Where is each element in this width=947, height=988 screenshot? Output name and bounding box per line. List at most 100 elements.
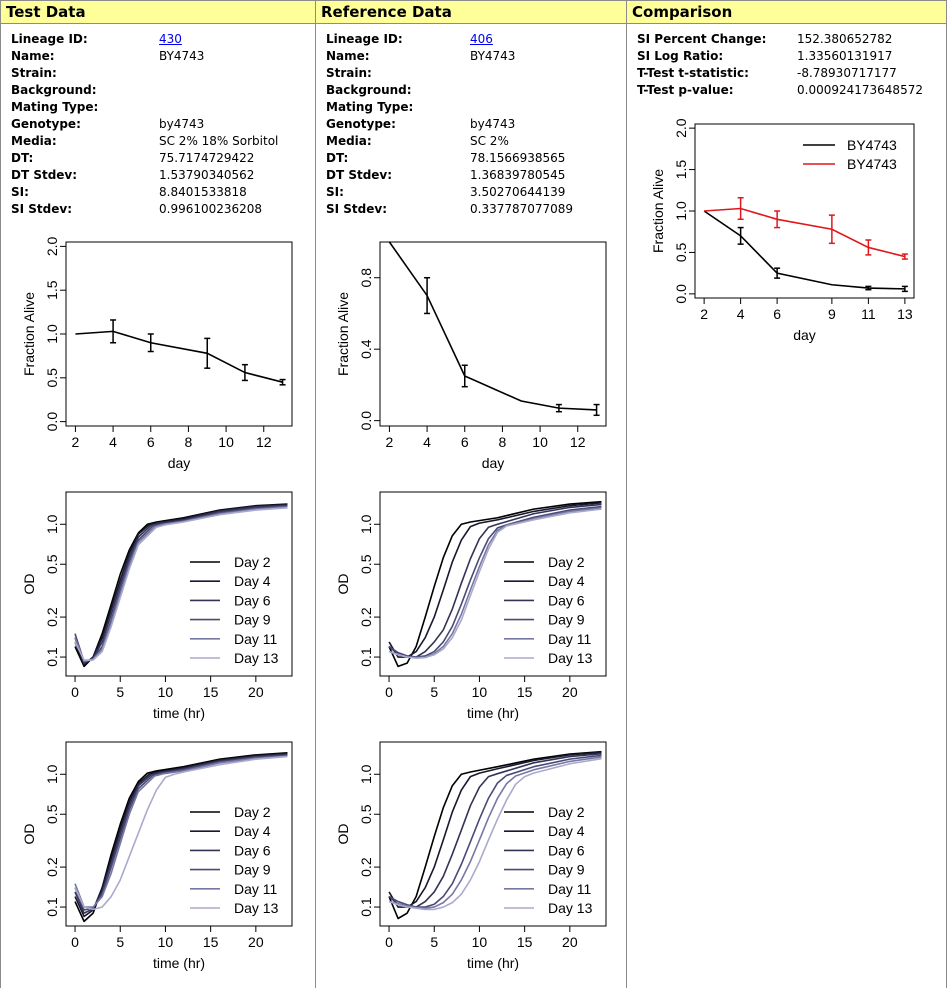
reference-data-header: Reference Data xyxy=(316,0,626,24)
field-value: 0.337787077089 xyxy=(470,202,574,216)
legend-label: Day 13 xyxy=(234,900,279,916)
field-value: by4743 xyxy=(470,117,516,131)
legend-label: Day 2 xyxy=(234,554,271,570)
x-tick-label: 15 xyxy=(517,934,533,950)
field-label: Strain: xyxy=(326,66,372,80)
x-tick-label: 12 xyxy=(570,434,586,450)
legend-label: Day 9 xyxy=(234,612,271,628)
y-tick-label: 2.0 xyxy=(44,236,60,256)
x-tick-label: 6 xyxy=(147,434,155,450)
y-tick-label: 0.0 xyxy=(358,411,374,431)
y-tick-label: 0.0 xyxy=(44,412,60,432)
field-value: 1.33560131917 xyxy=(797,49,893,63)
growth-curve xyxy=(388,750,602,920)
field-value: 75.7174729422 xyxy=(159,151,255,165)
x-tick-label: 15 xyxy=(203,684,219,700)
x-tick-label: 5 xyxy=(116,684,124,700)
x-tick-label: 4 xyxy=(423,434,431,450)
field-label: Mating Type: xyxy=(326,100,414,114)
reference-data-column: Reference Data Lineage ID: 406 Name: BY4743… xyxy=(316,0,627,988)
field-value: 0.000924173648572 xyxy=(797,83,923,97)
field-value: 3.50270644139 xyxy=(470,185,566,199)
y-tick-label: 2.0 xyxy=(673,118,689,138)
x-tick-label: 10 xyxy=(472,684,488,700)
x-tick-label: 0 xyxy=(71,684,79,700)
x-axis-label: day xyxy=(168,455,191,471)
field-label: Background: xyxy=(11,83,97,97)
series-line xyxy=(388,241,597,411)
y-tick-label: 0.1 xyxy=(358,647,374,667)
y-tick-label: 0.5 xyxy=(44,554,60,574)
comparison-header: Comparison xyxy=(627,0,946,24)
field-label: T-Test t-statistic: xyxy=(637,66,749,80)
growth-curve xyxy=(388,500,602,668)
y-tick-label: 0.2 xyxy=(44,857,60,877)
y-tick-label: 1.0 xyxy=(44,324,60,344)
x-tick-label: 10 xyxy=(532,434,548,450)
x-tick-label: 15 xyxy=(203,934,219,950)
test-data-header: Test Data xyxy=(1,0,315,24)
legend-label: BY4743 xyxy=(847,137,897,153)
field-label: Strain: xyxy=(11,66,57,80)
growth-curve xyxy=(74,507,288,661)
y-tick-label: 0.5 xyxy=(44,804,60,824)
y-tick-label: 0.2 xyxy=(358,857,374,877)
legend-label: Day 13 xyxy=(234,650,279,666)
y-tick-label: 1.5 xyxy=(673,160,689,180)
growth-curve xyxy=(388,508,602,660)
field-label: SI: xyxy=(326,185,344,199)
y-axis-label: OD xyxy=(21,824,37,845)
legend-label: Day 6 xyxy=(548,842,585,858)
x-axis-label: day xyxy=(793,327,816,343)
field-value: 8.8401533818 xyxy=(159,185,247,199)
x-tick-label: 10 xyxy=(158,934,174,950)
y-tick-label: 0.1 xyxy=(358,897,374,917)
growth-curve xyxy=(74,503,288,666)
plot-frame xyxy=(65,741,293,927)
x-tick-label: 10 xyxy=(218,434,234,450)
x-tick-label: 9 xyxy=(828,306,836,322)
legend-label: BY4743 xyxy=(847,156,897,172)
legend-label: Day 6 xyxy=(548,592,585,608)
y-axis-label: Fraction Alive xyxy=(335,292,351,376)
field-label: DT: xyxy=(326,151,349,165)
legend-label: Day 11 xyxy=(548,881,592,897)
field-label: Media: xyxy=(11,134,57,148)
field-label: SI Stdev: xyxy=(326,202,388,216)
series-line xyxy=(703,210,905,290)
x-tick-label: 0 xyxy=(71,934,79,950)
legend-label: Day 9 xyxy=(234,862,271,878)
test-data-column: Test Data Lineage ID: 430 Name: BY4743 Strai… xyxy=(0,0,316,988)
legend-label: Day 2 xyxy=(234,804,271,820)
series-line xyxy=(704,207,906,258)
x-axis-label: time (hr) xyxy=(467,955,519,971)
y-tick-label: 1.0 xyxy=(673,201,689,221)
legend-label: Day 11 xyxy=(234,881,278,897)
x-tick-label: 10 xyxy=(158,684,174,700)
x-tick-label: 10 xyxy=(472,934,488,950)
field-value: BY4743 xyxy=(159,49,205,63)
x-tick-label: 6 xyxy=(461,434,469,450)
x-tick-label: 12 xyxy=(256,434,272,450)
lineage-id-link[interactable]: 430 xyxy=(159,32,182,46)
y-tick-label: 1.5 xyxy=(44,280,60,300)
legend-label: Day 2 xyxy=(548,554,585,570)
x-tick-label: 2 xyxy=(386,434,394,450)
y-axis-label: OD xyxy=(335,824,351,845)
x-tick-label: 5 xyxy=(430,934,438,950)
field-value: BY4743 xyxy=(470,49,516,63)
reference-od-chart-1: 0 5 10 15 20 time (hr) 0.1 0.2 0.5 1.0 OD Day 2 Day … xyxy=(335,491,607,721)
lineage-id-link[interactable]: 406 xyxy=(470,32,493,46)
x-tick-label: 20 xyxy=(248,684,264,700)
y-tick-label: 1.0 xyxy=(44,514,60,534)
comparison-survival-chart: 2 4 6 9 11 13 day 0.0 0.5 1.0 1.5 2.0 Fraction Alive… xyxy=(650,118,915,343)
y-tick-label: 0.5 xyxy=(44,368,60,388)
x-tick-label: 15 xyxy=(517,684,533,700)
field-label: Genotype: xyxy=(11,117,81,131)
field-label: Lineage ID: xyxy=(326,32,403,46)
field-label: Lineage ID: xyxy=(11,32,88,46)
field-label: DT Stdev: xyxy=(11,168,78,182)
legend-label: Day 4 xyxy=(548,823,585,839)
field-label: SI Log Ratio: xyxy=(637,49,724,63)
test-od-chart-2: 0 5 10 15 20 time (hr) 0.1 0.2 0.5 1.0 OD Day 2 Day … xyxy=(21,741,293,971)
